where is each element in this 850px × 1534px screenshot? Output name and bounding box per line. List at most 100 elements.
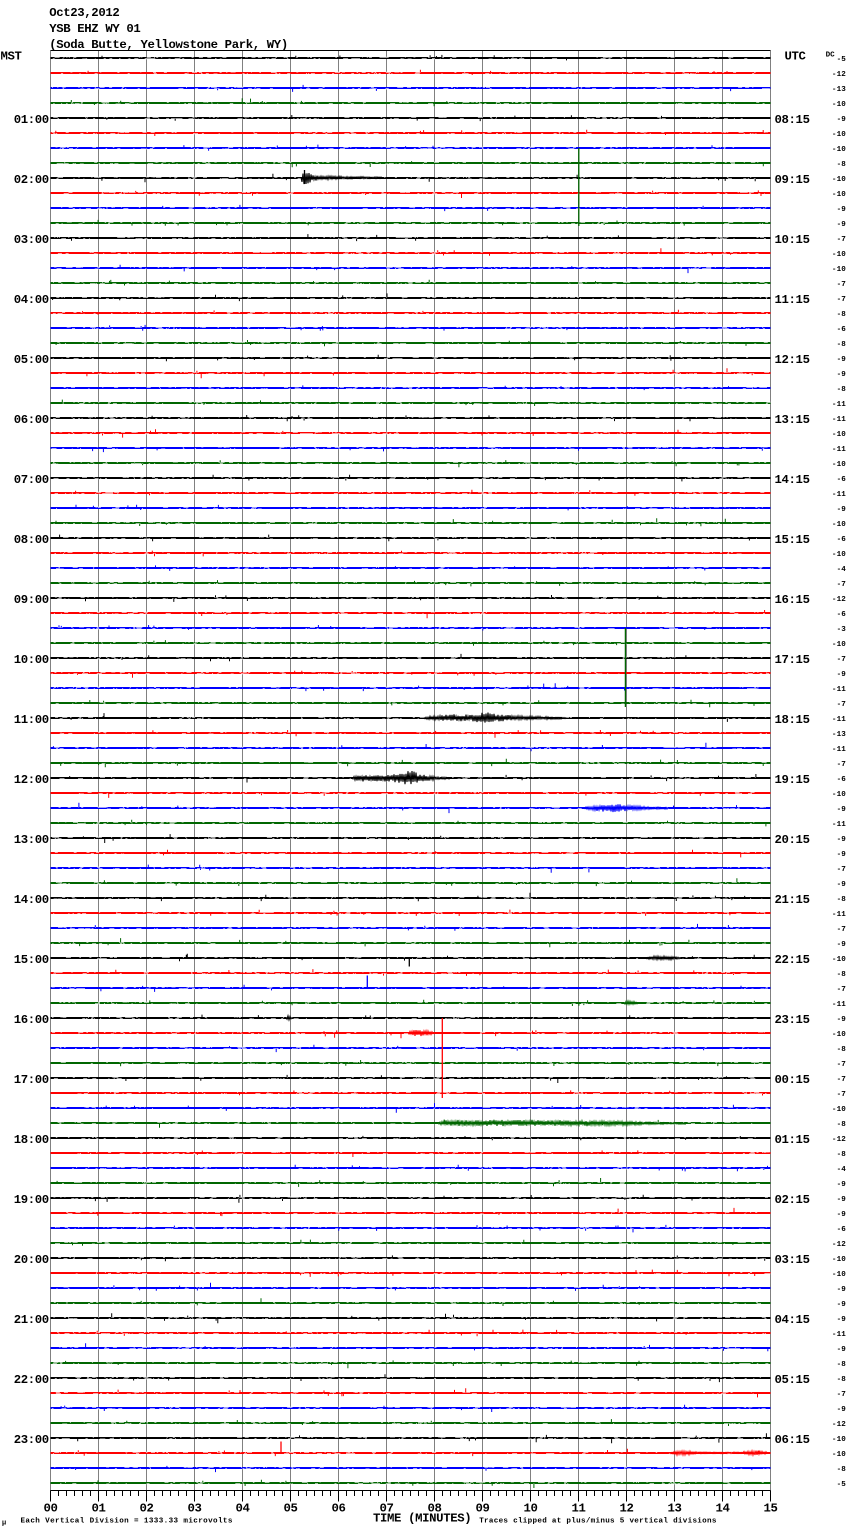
svg-text:03:00: 03:00 (14, 233, 49, 247)
svg-text:00:15: 00:15 (775, 1073, 810, 1087)
svg-text:-10: -10 (832, 641, 846, 649)
svg-text:16:00: 16:00 (14, 1013, 49, 1027)
svg-text:-12: -12 (832, 596, 846, 604)
svg-text:-7: -7 (837, 1391, 847, 1399)
svg-text:-7: -7 (837, 1091, 847, 1099)
svg-text:19:00: 19:00 (14, 1193, 49, 1207)
svg-text:-8: -8 (837, 1376, 847, 1384)
svg-text:-9: -9 (837, 1286, 847, 1294)
svg-text:-4: -4 (837, 566, 847, 574)
svg-text:UTC: UTC (785, 50, 807, 64)
svg-text:-9: -9 (837, 116, 847, 124)
svg-text:-9: -9 (837, 356, 847, 364)
svg-text:08: 08 (427, 1502, 441, 1516)
svg-text:16:15: 16:15 (775, 593, 810, 607)
svg-text:10:15: 10:15 (775, 233, 810, 247)
svg-text:00: 00 (43, 1502, 57, 1516)
svg-text:-8: -8 (837, 1361, 847, 1369)
svg-text:-11: -11 (832, 1001, 846, 1009)
svg-text:-11: -11 (832, 716, 846, 724)
svg-text:12:15: 12:15 (775, 353, 810, 367)
svg-text:-7: -7 (837, 656, 847, 664)
svg-text:20:15: 20:15 (775, 833, 810, 847)
svg-text:-9: -9 (837, 221, 847, 229)
svg-text:-10: -10 (832, 146, 846, 154)
svg-text:20:00: 20:00 (14, 1253, 49, 1267)
svg-text:10:00: 10:00 (14, 653, 49, 667)
svg-text:-11: -11 (832, 911, 846, 919)
svg-text:-10: -10 (832, 791, 846, 799)
svg-text:-10: -10 (832, 1106, 846, 1114)
svg-text:-7: -7 (837, 866, 847, 874)
svg-text:14:15: 14:15 (775, 473, 810, 487)
svg-text:01:15: 01:15 (775, 1133, 810, 1147)
svg-text:-7: -7 (837, 761, 847, 769)
svg-text:09:00: 09:00 (14, 593, 49, 607)
svg-text:15:00: 15:00 (14, 953, 49, 967)
svg-text:-9: -9 (837, 1181, 847, 1189)
svg-text:-9: -9 (837, 506, 847, 514)
svg-text:-8: -8 (837, 1121, 847, 1129)
svg-text:06:15: 06:15 (775, 1433, 810, 1447)
svg-text:-9: -9 (837, 1346, 847, 1354)
svg-text:TIME (MINUTES): TIME (MINUTES) (373, 1512, 471, 1526)
svg-text:-11: -11 (832, 416, 846, 424)
svg-text:-8: -8 (837, 1466, 847, 1474)
svg-text:06: 06 (331, 1502, 345, 1516)
svg-text:-8: -8 (837, 1151, 847, 1159)
svg-text:-7: -7 (837, 281, 847, 289)
svg-text:-10: -10 (832, 1436, 846, 1444)
svg-text:-10: -10 (832, 956, 846, 964)
svg-text:-11: -11 (832, 491, 846, 499)
svg-text:02:15: 02:15 (775, 1193, 810, 1207)
svg-text:05:15: 05:15 (775, 1373, 810, 1387)
svg-text:08:15: 08:15 (775, 113, 810, 127)
svg-text:-3: -3 (837, 626, 847, 634)
svg-text:-6: -6 (837, 476, 847, 484)
svg-text:05:00: 05:00 (14, 353, 49, 367)
svg-text:-12: -12 (832, 71, 846, 79)
svg-text:-7: -7 (837, 986, 847, 994)
svg-text:17:15: 17:15 (775, 653, 810, 667)
svg-text:-11: -11 (832, 746, 846, 754)
svg-text:-9: -9 (837, 881, 847, 889)
svg-text:08:00: 08:00 (14, 533, 49, 547)
svg-text:-11: -11 (832, 446, 846, 454)
svg-text:-9: -9 (837, 206, 847, 214)
svg-text:01: 01 (91, 1502, 105, 1516)
svg-text:-13: -13 (832, 731, 846, 739)
svg-text:03: 03 (187, 1502, 201, 1516)
svg-text:-10: -10 (832, 431, 846, 439)
svg-text:23:15: 23:15 (775, 1013, 810, 1027)
svg-text:11: 11 (571, 1502, 585, 1516)
svg-text:-7: -7 (837, 296, 847, 304)
svg-text:MST: MST (1, 50, 23, 64)
svg-text:12:00: 12:00 (14, 773, 49, 787)
svg-text:13: 13 (667, 1502, 681, 1516)
svg-text:13:00: 13:00 (14, 833, 49, 847)
svg-text:-5: -5 (837, 56, 847, 64)
svg-text:04:15: 04:15 (775, 1313, 810, 1327)
svg-text:-10: -10 (832, 101, 846, 109)
svg-text:04: 04 (235, 1502, 250, 1516)
svg-text:Traces clipped at plus/minus 5: Traces clipped at plus/minus 5 vertical … (479, 1517, 717, 1525)
svg-text:-7: -7 (837, 926, 847, 934)
svg-text:17:00: 17:00 (14, 1073, 49, 1087)
svg-text:10: 10 (523, 1502, 537, 1516)
svg-text:-6: -6 (837, 611, 847, 619)
svg-text:-8: -8 (837, 386, 847, 394)
svg-text:-7: -7 (837, 581, 847, 589)
svg-text:-8: -8 (837, 1046, 847, 1054)
svg-text:-11: -11 (832, 1331, 846, 1339)
svg-text:YSB EHZ WY 01: YSB EHZ WY 01 (49, 22, 140, 36)
svg-text:Oct23,2012: Oct23,2012 (49, 6, 119, 20)
svg-text:-4: -4 (837, 1166, 847, 1174)
svg-text:06:00: 06:00 (14, 413, 49, 427)
svg-text:-7: -7 (837, 701, 847, 709)
svg-text:-9: -9 (837, 1406, 847, 1414)
svg-text:-9: -9 (837, 806, 847, 814)
svg-text:14:00: 14:00 (14, 893, 49, 907)
svg-text:14: 14 (715, 1502, 730, 1516)
svg-text:12: 12 (619, 1502, 633, 1516)
svg-text:01:00: 01:00 (14, 113, 49, 127)
